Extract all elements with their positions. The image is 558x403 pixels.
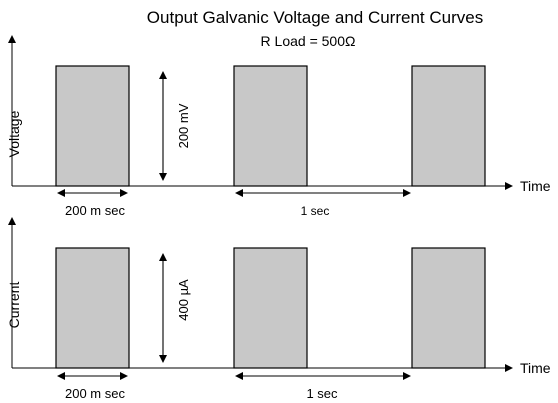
voltage-pulse xyxy=(233,65,308,187)
current-pulse xyxy=(233,247,308,369)
voltage-x-label: Time xyxy=(520,178,551,194)
current-panel: Current Time 400 µA 200 m sec 1 sec xyxy=(6,217,551,401)
current-amplitude-label: 400 µA xyxy=(176,279,191,321)
voltage-panel: Voltage Time 200 mV 200 m sec 1 sec xyxy=(6,35,551,218)
diagram-title: Output Galvanic Voltage and Current Curv… xyxy=(147,8,483,27)
diagram-subtitle: R Load = 500Ω xyxy=(261,33,356,49)
current-y-label: Current xyxy=(6,282,22,329)
voltage-pulse xyxy=(411,65,486,187)
current-x-label: Time xyxy=(520,360,551,376)
current-pulse-width-label: 200 m sec xyxy=(65,386,125,401)
voltage-pulse xyxy=(55,65,130,187)
voltage-period-label: 1 sec xyxy=(301,204,330,218)
current-pulse xyxy=(411,247,486,369)
current-pulse xyxy=(55,247,130,369)
current-period-label: 1 sec xyxy=(306,386,338,401)
voltage-y-label: Voltage xyxy=(6,110,22,157)
voltage-pulse-width-label: 200 m sec xyxy=(65,203,125,218)
voltage-amplitude-label: 200 mV xyxy=(176,103,191,148)
